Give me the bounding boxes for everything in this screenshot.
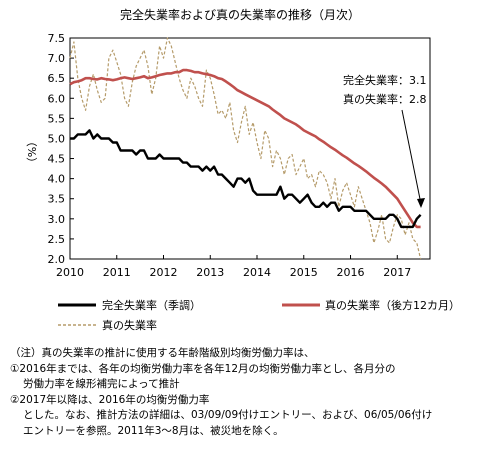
y-axis-label: （%） (25, 136, 38, 168)
footnote: （注）真の失業率の推計に使用する年齢階級別均衡労働力率は、 ①2016年までは、… (10, 346, 496, 439)
annotation: 完全失業率：3.1 真の失業率：2.8 (343, 73, 427, 208)
legend-label-true-unemployment-trailing: 真の失業率（後方12カ月） (325, 298, 460, 312)
legend-item-unemployment: 完全失業率（季調） (58, 298, 201, 312)
chart-title: 完全失業率および真の失業率の推移（月次） (120, 7, 360, 22)
x-tick-label: 2015 (290, 266, 318, 279)
y-tick-label: 3.5 (48, 193, 66, 206)
y-tick-label: 7.5 (48, 32, 66, 45)
y-tick-label: 2.5 (48, 233, 66, 246)
y-axis: 2.0 2.5 3.0 3.5 4.0 4.5 5.0 5.5 6.0 6.5 7.0 7.5 (48, 32, 74, 266)
annotation-arrow (401, 109, 422, 205)
series-true-unemployment-line (69, 37, 422, 260)
x-tick-label: 2010 (56, 266, 84, 279)
annotation-true-unemployment: 真の失業率：2.8 (343, 92, 427, 106)
x-tick-label: 2012 (150, 266, 178, 279)
y-tick-label: 6.0 (48, 92, 66, 105)
y-tick-label: 5.5 (48, 112, 66, 125)
legend-label-true-unemployment: 真の失業率 (102, 318, 157, 332)
legend-item-true-unemployment: 真の失業率 (58, 318, 157, 332)
footnote-line: ①2016年までは、各年の均衡労働力率を各年12月の均衡労働力率とし、各月分の (10, 362, 396, 375)
footnote-line: とした。なお、推計方法の詳細は、03/09/09付けエントリー、および、06/0… (23, 409, 433, 421)
footnote-line: ②2017年以降は、2016年の均衡労働力率 (10, 393, 210, 406)
y-tick-label: 4.0 (48, 173, 66, 186)
footnote-line: 労働力率を線形補完によって推計 (23, 378, 180, 390)
footnote-line: （注）真の失業率の推計に使用する年齢階級別均衡労働力率は、 (10, 347, 315, 359)
x-tick-label: 2011 (103, 266, 131, 279)
chart: 完全失業率および真の失業率の推移（月次） （%） 2.0 2.5 3.0 3.5 4.0… (25, 7, 460, 332)
series-layer (69, 37, 422, 260)
y-tick-label: 2.0 (48, 253, 66, 266)
annotation-unemployment: 完全失業率：3.1 (343, 73, 427, 87)
legend: 完全失業率（季調） 真の失業率（後方12カ月） 真の失業率 (58, 298, 460, 332)
x-axis: 2010 2011 2012 2013 2014 2015 2016 2017 (56, 255, 411, 279)
series-true-unemployment-trailing-line (69, 68, 421, 229)
y-tick-label: 4.5 (48, 153, 66, 166)
y-tick-label: 3.0 (48, 213, 66, 226)
y-tick-label: 7.0 (48, 52, 66, 65)
y-tick-label: 5.0 (48, 132, 66, 145)
x-tick-label: 2014 (243, 266, 271, 279)
x-tick-label: 2016 (337, 266, 365, 279)
footnote-line: エントリーを参照。2011年3～8月は、被災地を除く。 (23, 424, 284, 437)
annotation-arrowhead (417, 198, 425, 208)
series-unemployment-line (70, 129, 422, 229)
legend-item-true-unemployment-trailing: 真の失業率（後方12カ月） (282, 298, 460, 312)
legend-label-unemployment: 完全失業率（季調） (102, 298, 201, 312)
x-tick-label: 2013 (196, 266, 224, 279)
y-tick-label: 6.5 (48, 72, 66, 85)
x-tick-label: 2017 (383, 266, 411, 279)
plot-frame (69, 37, 431, 260)
